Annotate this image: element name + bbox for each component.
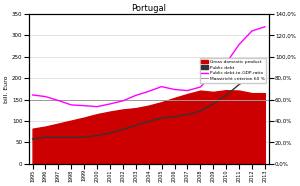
- Y-axis label: bill. Euro: bill. Euro: [4, 75, 9, 103]
- Legend: Gross domestic product, Public debt, Public debt-to-GDP-ratio, Maastricht criter: Gross domestic product, Public debt, Pub…: [200, 58, 266, 83]
- Title: Portugal: Portugal: [131, 4, 166, 13]
